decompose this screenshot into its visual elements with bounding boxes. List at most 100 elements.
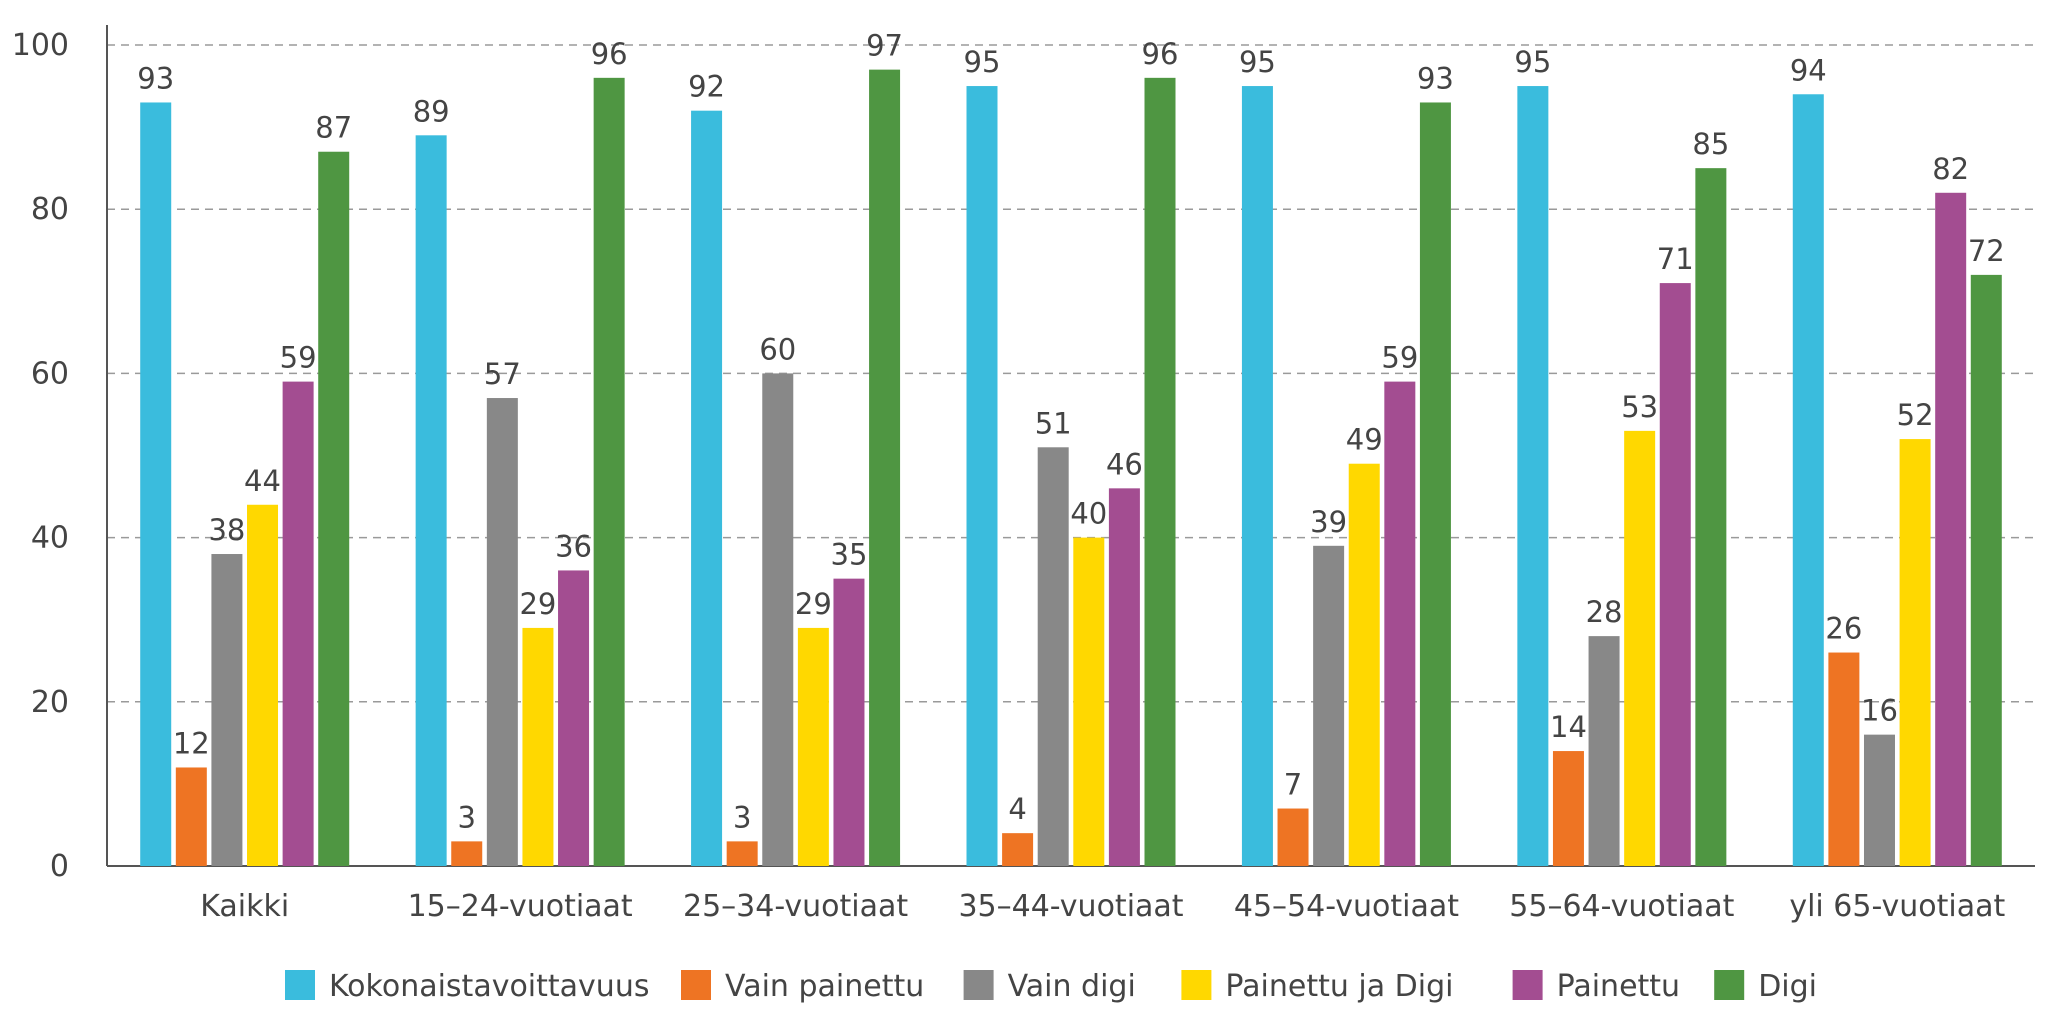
bar-digi-3 (1144, 77, 1176, 867)
bar-kokonaistavoittavuus-5 (1517, 86, 1549, 867)
data-label-vain-painettu-2: 3 (733, 800, 751, 834)
data-label-digi-5: 85 (1692, 127, 1729, 161)
bar-vain-painettu-6 (1828, 652, 1860, 866)
data-label-digi-3: 96 (1142, 37, 1179, 71)
x-tick-label-0: Kaikki (200, 889, 289, 924)
data-label-vain-painettu-5: 14 (1550, 710, 1587, 744)
bar-painettu-ja-digi-4 (1348, 463, 1380, 866)
data-label-vain-digi-4: 39 (1310, 505, 1347, 539)
data-label-vain-digi-5: 28 (1586, 595, 1623, 629)
x-tick-label-6: yli 65-vuotiaat (1789, 889, 2005, 924)
data-label-digi-0: 87 (315, 111, 352, 145)
bar-vain-digi-6 (1863, 734, 1895, 866)
bar-vain-painettu-1 (451, 841, 483, 866)
legend-label-kokonaistavoittavuus: Kokonaistavoittavuus (329, 969, 649, 1004)
data-label-painettu-ja-digi-1: 29 (519, 587, 556, 621)
bar-painettu-3 (1108, 488, 1140, 866)
bar-painettu-5 (1659, 283, 1691, 867)
legend-label-painettu: Painettu (1557, 969, 1680, 1004)
data-label-vain-painettu-4: 7 (1284, 768, 1302, 802)
data-label-painettu-ja-digi-5: 53 (1621, 390, 1658, 424)
y-tick-label-60: 60 (31, 356, 69, 391)
bar-vain-digi-3 (1037, 447, 1069, 866)
x-tick-label-3: 35–44-vuotiaat (958, 889, 1183, 924)
bar-painettu-2 (833, 578, 865, 866)
data-label-painettu-ja-digi-2: 29 (795, 587, 832, 621)
bar-digi-1 (593, 77, 625, 867)
legend-swatch-painettu (1512, 970, 1543, 1000)
x-tick-label-5: 55–64-vuotiaat (1509, 889, 1734, 924)
bar-vain-digi-2 (762, 373, 794, 866)
data-label-vain-digi-3: 51 (1035, 406, 1072, 440)
data-label-painettu-4: 59 (1381, 341, 1418, 375)
data-label-vain-painettu-1: 3 (458, 800, 476, 834)
data-label-kokonaistavoittavuus-6: 94 (1790, 53, 1827, 87)
data-label-digi-6: 72 (1968, 234, 2005, 268)
data-label-vain-digi-0: 38 (208, 513, 245, 547)
data-label-painettu-ja-digi-4: 49 (1346, 423, 1383, 457)
bar-vain-painettu-4 (1277, 808, 1309, 866)
bar-painettu-4 (1384, 381, 1416, 866)
bar-painettu-ja-digi-6 (1899, 439, 1931, 866)
data-label-digi-1: 96 (591, 37, 628, 71)
bar-vain-digi-4 (1313, 545, 1345, 866)
legend-label-vain-painettu: Vain painettu (725, 969, 924, 1004)
data-label-painettu-0: 59 (280, 341, 317, 375)
y-tick-label-20: 20 (31, 685, 69, 720)
bar-vain-painettu-3 (1002, 833, 1034, 866)
bar-kokonaistavoittavuus-0 (140, 102, 172, 867)
bar-painettu-ja-digi-2 (797, 627, 829, 866)
legend-swatch-vain-painettu (681, 970, 711, 1000)
bar-vain-painettu-0 (175, 767, 207, 866)
data-label-digi-4: 93 (1417, 61, 1454, 95)
y-tick-label-0: 0 (50, 849, 69, 884)
bar-kokonaistavoittavuus-1 (415, 135, 447, 866)
data-label-vain-painettu-3: 4 (1008, 792, 1026, 826)
data-label-painettu-6: 82 (1932, 152, 1969, 186)
bar-painettu-ja-digi-0 (247, 504, 279, 866)
bar-kokonaistavoittavuus-4 (1241, 86, 1273, 867)
bar-kokonaistavoittavuus-3 (966, 86, 998, 867)
y-tick-label-100: 100 (12, 28, 69, 63)
legend-swatch-kokonaistavoittavuus (285, 970, 315, 1000)
data-label-digi-2: 97 (866, 29, 903, 63)
data-label-kokonaistavoittavuus-2: 92 (688, 70, 725, 104)
bar-kokonaistavoittavuus-6 (1792, 94, 1824, 866)
legend-swatch-digi (1714, 970, 1745, 1000)
data-label-vain-painettu-6: 26 (1825, 612, 1862, 646)
data-label-painettu-2: 35 (831, 538, 868, 572)
data-label-vain-painettu-0: 12 (173, 726, 210, 760)
legend-label-digi: Digi (1758, 969, 1817, 1004)
bar-painettu-0 (282, 381, 314, 866)
data-label-painettu-3: 46 (1106, 447, 1143, 481)
data-label-painettu-1: 36 (555, 529, 592, 563)
legend-swatch-vain-digi (963, 970, 994, 1000)
bar-vain-digi-1 (486, 398, 518, 866)
data-label-painettu-ja-digi-0: 44 (244, 464, 281, 498)
data-label-vain-digi-2: 60 (759, 332, 796, 366)
data-label-painettu-ja-digi-3: 40 (1070, 497, 1107, 531)
bar-vain-painettu-2 (726, 841, 758, 866)
legend-label-vain-digi: Vain digi (1008, 969, 1136, 1004)
bar-painettu-1 (558, 570, 590, 866)
data-label-painettu-5: 71 (1657, 242, 1694, 276)
bar-digi-2 (869, 69, 901, 866)
bar-digi-0 (318, 151, 350, 867)
legend-label-painettu-ja-digi: Painettu ja Digi (1225, 969, 1453, 1004)
bar-painettu-ja-digi-5 (1624, 430, 1656, 866)
x-tick-label-2: 25–34-vuotiaat (683, 889, 908, 924)
data-label-vain-digi-6: 16 (1861, 694, 1898, 728)
data-label-kokonaistavoittavuus-0: 93 (137, 61, 174, 95)
x-tick-label-4: 45–54-vuotiaat (1234, 889, 1459, 924)
bar-digi-6 (1970, 274, 2002, 866)
bar-vain-digi-5 (1588, 636, 1620, 866)
bar-digi-4 (1419, 102, 1451, 867)
bar-painettu-ja-digi-1 (522, 627, 554, 866)
data-label-kokonaistavoittavuus-1: 89 (413, 94, 450, 128)
bar-painettu-6 (1935, 192, 1967, 866)
x-tick-label-1: 15–24-vuotiaat (408, 889, 633, 924)
data-label-painettu-ja-digi-6: 52 (1897, 398, 1934, 432)
y-tick-label-40: 40 (31, 521, 69, 556)
bar-painettu-ja-digi-3 (1073, 537, 1105, 866)
